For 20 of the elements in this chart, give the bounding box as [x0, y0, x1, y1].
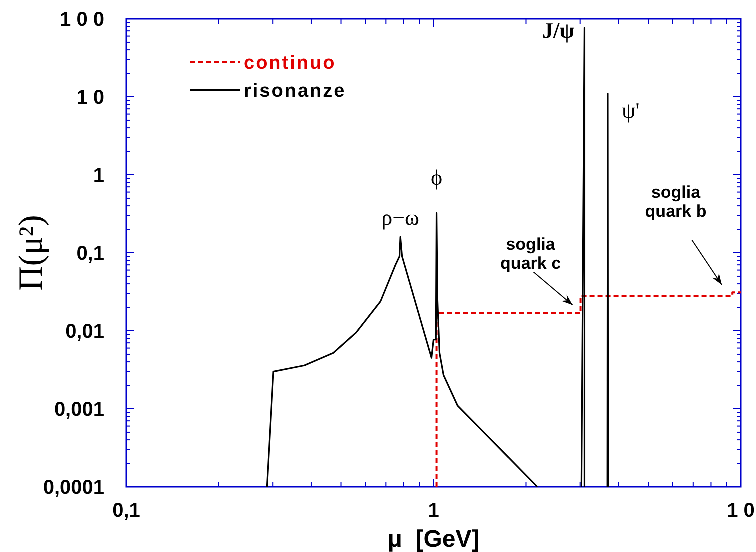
y-axis-title: Π(μ²) — [13, 215, 50, 291]
annotation: J/ψ — [542, 18, 575, 43]
y-tick-label: 0,1 — [76, 243, 104, 265]
legend-label: risonanze — [244, 81, 346, 102]
x-tick-label: 0,1 — [112, 500, 140, 522]
y-tick-label: 0,001 — [54, 399, 104, 421]
legend-label: continuo — [244, 53, 336, 74]
annotation: soglia quark b — [645, 183, 707, 221]
x-tick-label: 1 0 — [727, 500, 755, 522]
x-axis-title: μ [GeV] — [388, 526, 480, 552]
y-tick-label: 1 0 — [76, 87, 104, 109]
annotation: ϕ — [430, 164, 443, 190]
annotation: ψ' — [622, 98, 640, 123]
annotation: ρ−ω — [382, 205, 420, 230]
annotation: soglia quark c — [500, 235, 562, 274]
y-tick-label: 0,0001 — [43, 477, 104, 499]
y-tick-label: 1 0 0 — [60, 9, 104, 31]
y-tick-label: 1 — [93, 165, 104, 187]
y-tick-label: 0,01 — [66, 321, 104, 343]
x-tick-label: 1 — [428, 500, 440, 522]
